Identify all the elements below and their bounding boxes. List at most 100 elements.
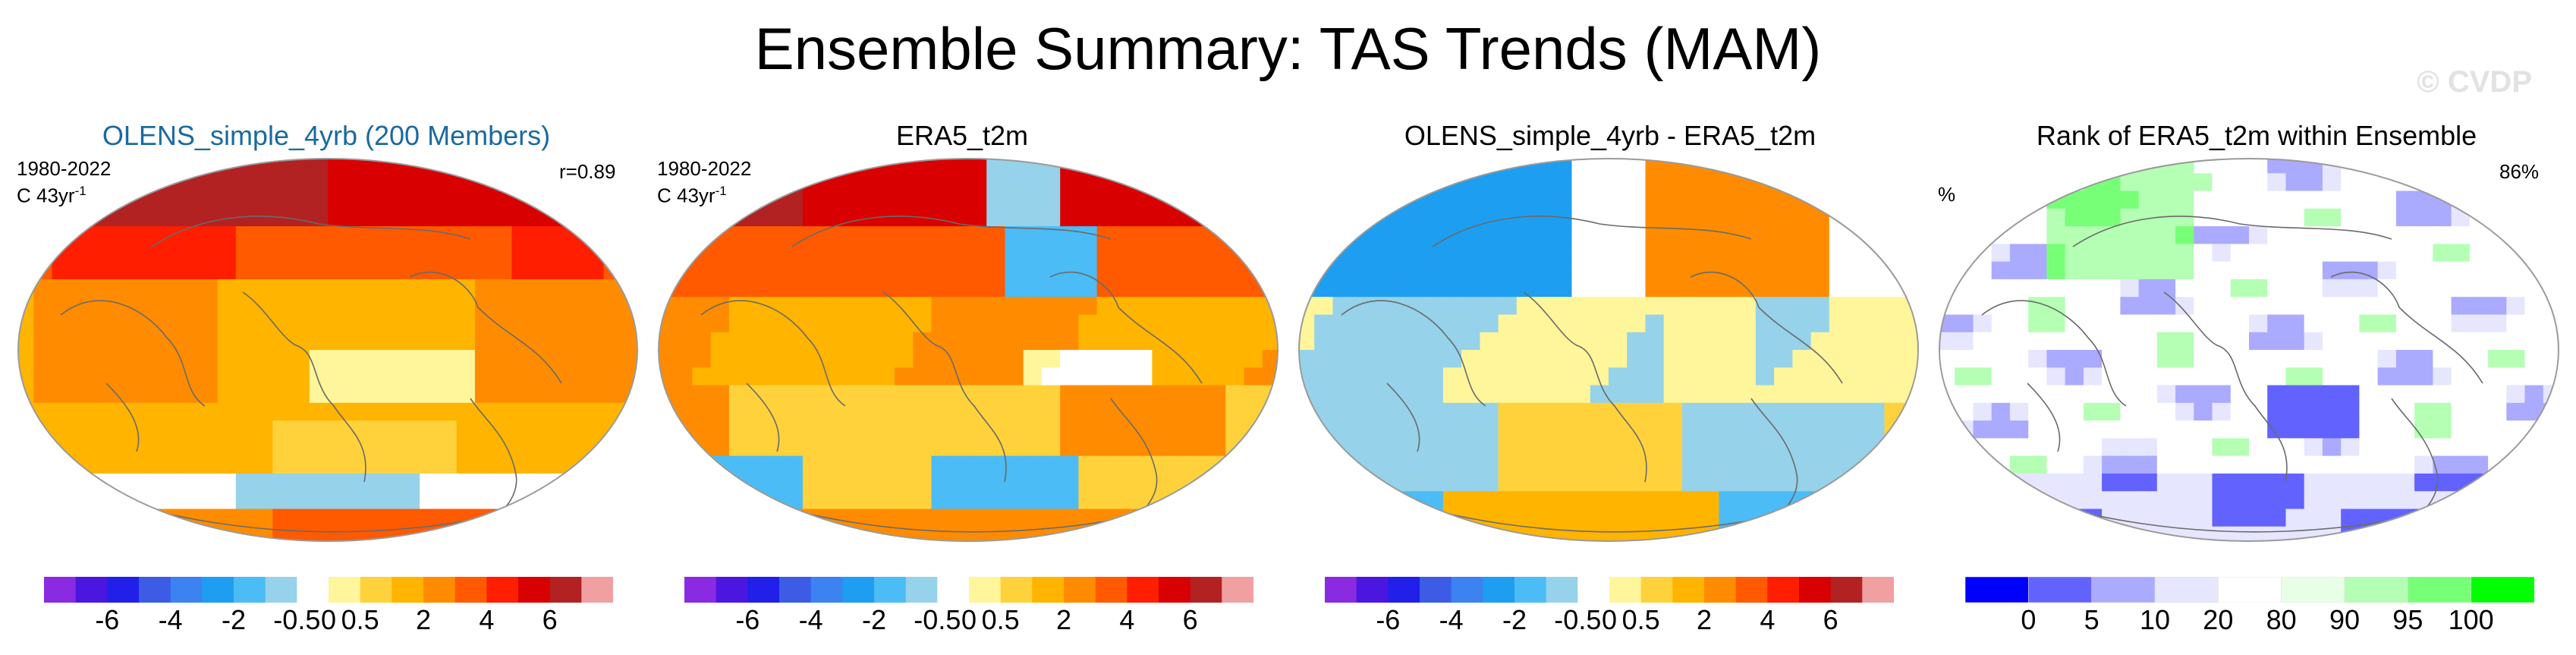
field-cell — [802, 244, 822, 263]
field-cell — [1207, 350, 1227, 369]
field-cell — [125, 367, 145, 386]
field-cell — [1388, 420, 1408, 439]
field-cell — [710, 297, 730, 316]
field-cell — [181, 261, 200, 280]
field-cell — [1262, 420, 1278, 439]
field-cell — [986, 191, 1006, 209]
field-cell — [328, 208, 347, 227]
field-cell — [1810, 455, 1830, 474]
field-cell — [1627, 244, 1647, 263]
field-cell — [548, 402, 568, 421]
field-cell — [493, 261, 513, 280]
field-cell — [438, 208, 458, 227]
field-cell — [1170, 314, 1190, 333]
field-cell — [1480, 402, 1499, 421]
field-cell — [143, 402, 163, 421]
field-cell — [2212, 526, 2232, 541]
field-cell — [2322, 191, 2342, 209]
field-cell — [420, 261, 439, 280]
field-cell — [1902, 473, 1918, 492]
field-cell — [1627, 173, 1647, 192]
field-cell — [2083, 420, 2103, 439]
colorbar-tick-label: 90 — [2329, 604, 2361, 635]
field-cell — [2322, 420, 2342, 439]
field-cell — [328, 438, 347, 457]
field-cell — [2175, 420, 2195, 439]
field-cell — [382, 438, 402, 457]
field-cell — [2488, 402, 2508, 421]
field-cell — [931, 261, 951, 280]
field-cell — [2028, 526, 2048, 541]
field-cell — [1262, 173, 1278, 192]
field-cell — [438, 367, 458, 386]
field-cell — [1792, 173, 1812, 192]
field-cell — [1461, 367, 1481, 386]
field-cell — [1955, 226, 1974, 245]
field-cell — [2249, 332, 2268, 351]
field-cell — [33, 526, 53, 541]
field-cell — [1188, 420, 1208, 439]
field-cell — [2524, 350, 2544, 369]
field-cell — [2194, 385, 2213, 404]
field-cell — [2065, 438, 2084, 457]
field-cell — [1991, 244, 2011, 263]
field-cell — [1388, 244, 1408, 263]
field-cell — [1332, 279, 1352, 298]
field-cell — [1498, 402, 1518, 421]
field-cell — [728, 509, 748, 527]
field-cell — [382, 509, 402, 527]
field-cell — [1627, 208, 1647, 227]
field-cell — [88, 455, 108, 474]
field-cell — [2543, 526, 2559, 541]
field-cell — [143, 438, 163, 457]
colorbar-swatch — [1451, 577, 1483, 603]
field-cell — [1424, 455, 1444, 474]
field-cell — [2102, 314, 2122, 333]
field-cell — [802, 438, 822, 457]
field-cell — [2065, 159, 2084, 175]
field-cell — [1681, 297, 1701, 316]
field-cell — [2028, 332, 2048, 351]
field-cell — [1207, 367, 1227, 386]
field-cell — [1314, 173, 1334, 192]
field-cell — [1991, 191, 2011, 209]
field-cell — [493, 279, 513, 298]
field-cell — [839, 350, 859, 369]
field-cell — [2120, 455, 2140, 474]
field-cell — [2414, 402, 2434, 421]
field-cell — [857, 191, 877, 209]
field-cell — [968, 509, 987, 527]
field-cell — [674, 244, 694, 263]
field-cell — [931, 159, 951, 175]
field-cell — [674, 159, 694, 175]
field-cell — [2285, 279, 2305, 298]
field-cell — [1096, 314, 1116, 333]
field-cell — [1973, 367, 1993, 386]
field-cell — [2194, 191, 2213, 209]
field-cell — [1737, 297, 1757, 316]
field-cell — [585, 509, 605, 527]
field-cell — [162, 420, 181, 439]
field-cell — [1571, 491, 1591, 510]
field-cell — [474, 244, 494, 263]
field-cell — [199, 191, 219, 209]
field-cell — [364, 402, 384, 421]
field-cell — [143, 191, 163, 209]
field-cell — [1207, 159, 1227, 175]
field-cell — [2543, 173, 2559, 192]
field-cell — [2359, 473, 2379, 492]
colorbar-tick-label: 6 — [1182, 604, 1198, 635]
field-cell — [931, 385, 951, 404]
field-cell — [2102, 332, 2122, 351]
field-cell — [2359, 226, 2379, 245]
field-cell — [52, 279, 71, 298]
field-cell — [1571, 191, 1591, 209]
colorbar-swatch — [1222, 577, 1253, 603]
field-cell — [1078, 438, 1098, 457]
field-cell — [1078, 420, 1098, 439]
field-cell — [291, 261, 310, 280]
field-cell — [968, 226, 987, 245]
field-cell — [1005, 261, 1024, 280]
field-cell — [199, 332, 219, 351]
field-cell — [1388, 526, 1408, 541]
